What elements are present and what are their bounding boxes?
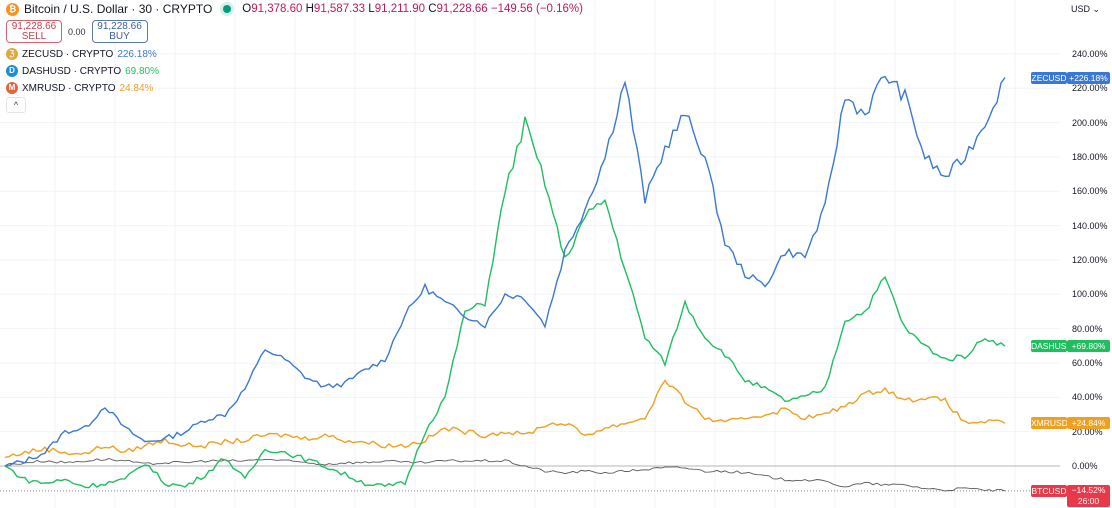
y-tick-label: 160.00% bbox=[1072, 186, 1108, 197]
symbol-title[interactable]: Bitcoin / U.S. Dollar · 30 · CRYPTO bbox=[24, 2, 213, 16]
legend-value: 226.18% bbox=[117, 48, 157, 60]
legend-item-zecusd[interactable]: ℨ ZECUSD · CRYPTO 226.18% bbox=[6, 48, 157, 60]
zcash-icon: ℨ bbox=[6, 48, 18, 60]
series-line-btcusd bbox=[4, 458, 1006, 492]
series-last-value: −14.52% 26:00 bbox=[1067, 484, 1110, 507]
y-tick-label: 240.00% bbox=[1072, 48, 1108, 59]
series-line-xmrusd bbox=[4, 379, 1006, 459]
y-tick-label: 40.00% bbox=[1072, 392, 1103, 403]
bar-countdown: 26:00 bbox=[1077, 495, 1100, 506]
y-tick-label: 120.00% bbox=[1072, 254, 1108, 265]
legend-symbol: XMRUSD · CRYPTO bbox=[22, 82, 116, 94]
y-tick-label: 0.00% bbox=[1072, 461, 1098, 471]
symbol-header: ₿ Bitcoin / U.S. Dollar · 30 · CRYPTO O9… bbox=[6, 2, 583, 16]
buy-button[interactable]: 91,228.66 BUY bbox=[91, 20, 148, 43]
legend-value: 69.80% bbox=[125, 65, 160, 77]
legend-item-dashusd[interactable]: D DASHUSD · CRYPTO 69.80% bbox=[6, 65, 159, 77]
legend-symbol: ZECUSD · CRYPTO bbox=[22, 48, 114, 60]
y-tick-label: 140.00% bbox=[1072, 220, 1108, 231]
ohlc-values: O91,378.60 H91,587.33 L91,211.90 C91,228… bbox=[242, 3, 583, 15]
monero-icon: M bbox=[6, 82, 18, 94]
market-open-icon bbox=[223, 5, 232, 13]
series-tag-zecusd: ZECUSD bbox=[1031, 71, 1067, 84]
y-tick-label: 60.00% bbox=[1072, 357, 1103, 368]
currency-select[interactable]: USD ⌄ bbox=[1068, 1, 1112, 17]
y-tick-label: 100.00% bbox=[1072, 289, 1108, 300]
y-tick-label: 180.00% bbox=[1072, 151, 1108, 162]
y-tick-label: 80.00% bbox=[1072, 323, 1103, 334]
collapse-legend-button[interactable]: ^ bbox=[6, 97, 26, 113]
y-tick-label: 20.00% bbox=[1072, 426, 1103, 437]
series-tag-btcusd: BTCUSD bbox=[1031, 484, 1067, 497]
series-last-value: +69.80% bbox=[1067, 340, 1110, 353]
series-last-value: +226.18% bbox=[1067, 71, 1110, 84]
y-tick-label: 220.00% bbox=[1072, 83, 1108, 94]
legend-value: 24.84% bbox=[119, 82, 154, 94]
dash-icon: D bbox=[6, 65, 18, 77]
legend-item-xmrusd[interactable]: M XMRUSD · CRYPTO 24.84% bbox=[6, 82, 153, 94]
btc-last-value: −14.52% bbox=[1071, 484, 1106, 495]
y-tick-label: 200.00% bbox=[1072, 117, 1108, 128]
series-line-dashusd bbox=[4, 116, 1006, 489]
legend-symbol: DASHUSD · CRYPTO bbox=[22, 65, 122, 77]
series-last-value: +24.84% bbox=[1067, 417, 1110, 430]
series-line-zecusd bbox=[4, 75, 1006, 467]
sell-button[interactable]: 91,228.66 SELL bbox=[6, 20, 62, 43]
trade-buttons: 91,228.66 SELL 0.00 91,228.66 BUY bbox=[6, 20, 148, 43]
spread-value: 0.00 bbox=[68, 26, 86, 37]
series-tag-dashusd: DASHUSD bbox=[1031, 340, 1073, 353]
series-tag-xmrusd: XMRUSD bbox=[1031, 417, 1068, 430]
bitcoin-icon: ₿ bbox=[6, 2, 19, 16]
